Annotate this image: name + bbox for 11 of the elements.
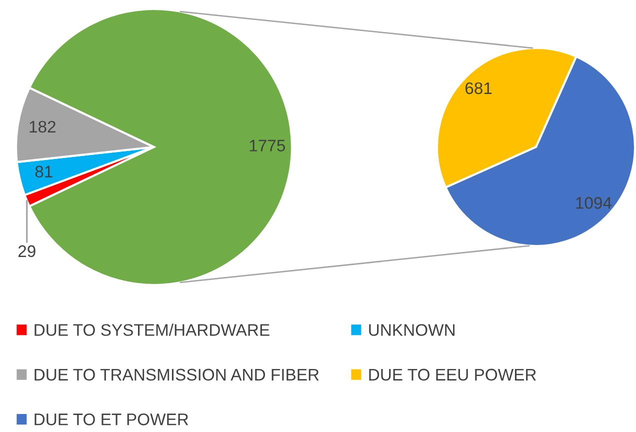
data-label: 1094 (576, 197, 612, 209)
legend-label: DUE TO ET POWER (34, 414, 188, 426)
legend-label: DUE TO SYSTEM/HARDWARE (34, 324, 270, 336)
data-label: 29 (18, 245, 36, 258)
data-label: 1775 (250, 140, 285, 152)
legend-label: DUE TO TRANSMISSION AND FIBER (34, 368, 319, 381)
legend-label: DUE TO EEU POWER (369, 368, 536, 381)
legend-label: UNKNOWN (369, 324, 454, 336)
data-label: 681 (465, 82, 492, 94)
data-label: 81 (35, 166, 52, 178)
data-label: 182 (30, 120, 56, 133)
